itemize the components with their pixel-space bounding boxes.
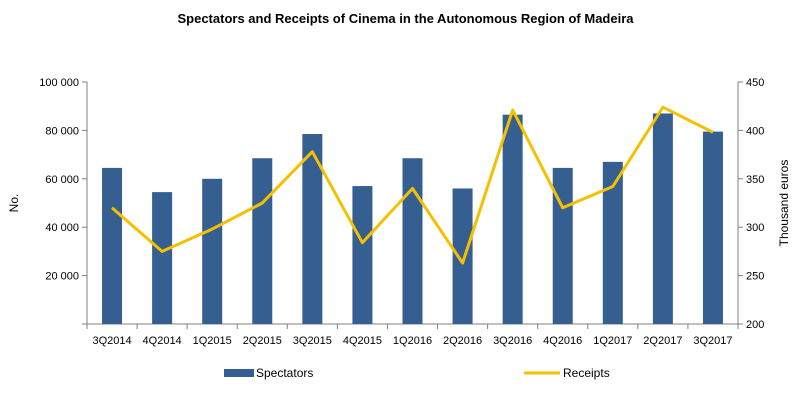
spectators-bar: [202, 178, 223, 324]
right-tick-label: 450: [746, 77, 764, 89]
x-tick-label: 2Q2017: [643, 335, 682, 347]
y-axis-right-label: Thousand euros: [777, 160, 791, 247]
x-tick-label: 4Q2016: [543, 335, 582, 347]
left-tick-label: 100 000: [39, 77, 79, 89]
x-tick-label: 3Q2017: [693, 335, 732, 347]
right-tick-label: 350: [746, 174, 764, 186]
left-tick-label: 20 000: [45, 271, 79, 283]
right-tick-label: 250: [746, 271, 764, 283]
x-tick-label: 2Q2015: [243, 335, 282, 347]
x-tick-label: 3Q2015: [293, 335, 332, 347]
spectators-bar: [302, 134, 323, 324]
legend-receipts-label: Receipts: [563, 366, 610, 380]
left-tick-label: 40 000: [45, 222, 79, 234]
spectators-bar: [252, 158, 273, 324]
legend-spectators-label: Spectators: [256, 366, 313, 380]
chart-title: Spectators and Receipts of Cinema in the…: [177, 11, 634, 26]
spectators-bar: [152, 192, 173, 324]
left-tick-label: 60 000: [45, 174, 79, 186]
spectators-bar: [102, 167, 123, 324]
spectators-bar: [402, 158, 423, 324]
x-tick-label: 4Q2014: [143, 335, 182, 347]
spectators-bar: [352, 186, 373, 324]
y-axis-label: No.: [7, 194, 21, 213]
legend-spectators-swatch: [224, 369, 254, 377]
right-tick-label: 400: [746, 125, 764, 137]
x-tick-label: 3Q2016: [493, 335, 532, 347]
x-tick-label: 1Q2015: [193, 335, 232, 347]
spectators-bar: [452, 188, 473, 324]
receipts-line: [111, 105, 714, 265]
left-tick-label: 80 000: [45, 125, 79, 137]
spectators-bar: [602, 161, 623, 324]
x-tick-label: 1Q2016: [393, 335, 432, 347]
right-tick-label: 300: [746, 222, 764, 234]
x-tick-label: 2Q2016: [443, 335, 482, 347]
spectators-bar: [652, 113, 673, 325]
x-tick-label: 3Q2014: [92, 335, 131, 347]
spectators-bar: [702, 131, 723, 324]
x-tick-label: 1Q2017: [593, 335, 632, 347]
spectators-bar: [502, 114, 523, 324]
right-tick-label: 200: [746, 319, 764, 331]
x-tick-label: 4Q2015: [343, 335, 382, 347]
